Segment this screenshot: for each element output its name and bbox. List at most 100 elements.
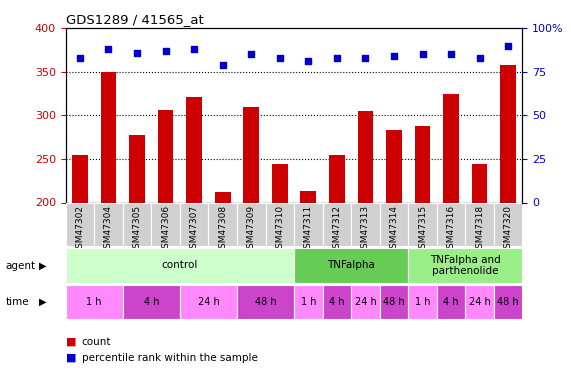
Bar [408, 248, 522, 283]
Text: 1 h: 1 h [86, 297, 102, 307]
Bar [215, 192, 231, 202]
Text: GSM47310: GSM47310 [275, 205, 284, 254]
Bar [300, 191, 316, 202]
Text: GSM47306: GSM47306 [161, 205, 170, 254]
Bar [323, 285, 351, 319]
Bar [437, 202, 465, 246]
Bar [66, 285, 123, 319]
Point [247, 51, 256, 57]
Text: percentile rank within the sample: percentile rank within the sample [82, 353, 258, 363]
Bar [415, 126, 431, 202]
Text: GSM47314: GSM47314 [389, 205, 399, 254]
Text: GSM47312: GSM47312 [332, 205, 341, 254]
Point [361, 55, 370, 61]
Text: GSM47318: GSM47318 [475, 205, 484, 254]
Bar [465, 285, 494, 319]
Bar [237, 285, 294, 319]
Bar [180, 202, 208, 246]
Point [75, 55, 85, 61]
Text: 48 h: 48 h [497, 297, 519, 307]
Bar [494, 202, 522, 246]
Bar [380, 285, 408, 319]
Text: TNFalpha: TNFalpha [327, 260, 375, 270]
Text: GSM47302: GSM47302 [75, 205, 85, 254]
Bar [323, 202, 351, 246]
Text: 1 h: 1 h [300, 297, 316, 307]
Text: GSM47305: GSM47305 [132, 205, 142, 254]
Text: control: control [162, 260, 198, 270]
Text: GSM47313: GSM47313 [361, 205, 370, 254]
Bar [357, 111, 373, 202]
Text: 4 h: 4 h [329, 297, 345, 307]
Text: GSM47308: GSM47308 [218, 205, 227, 254]
Text: 48 h: 48 h [383, 297, 405, 307]
Bar [180, 285, 237, 319]
Point [418, 51, 427, 57]
Bar [472, 164, 488, 202]
Text: ▶: ▶ [39, 261, 47, 271]
Bar [158, 110, 174, 202]
Point [161, 48, 170, 54]
Point [275, 55, 284, 61]
Bar [494, 285, 522, 319]
Bar [66, 248, 294, 283]
Bar [100, 72, 116, 202]
Bar [408, 202, 437, 246]
Point [132, 50, 142, 55]
Text: agent: agent [6, 261, 36, 271]
Bar [294, 285, 323, 319]
Bar [443, 93, 459, 202]
Bar [237, 202, 266, 246]
Text: GSM47315: GSM47315 [418, 205, 427, 254]
Text: count: count [82, 337, 111, 347]
Point [190, 46, 199, 52]
Bar [437, 285, 465, 319]
Bar [351, 285, 380, 319]
Bar [386, 130, 402, 203]
Text: time: time [6, 297, 29, 307]
Point [104, 46, 113, 52]
Bar [294, 202, 323, 246]
Bar [208, 202, 237, 246]
Text: 24 h: 24 h [469, 297, 490, 307]
Bar [500, 65, 516, 203]
Text: 1 h: 1 h [415, 297, 431, 307]
Bar [329, 154, 345, 203]
Bar [72, 154, 88, 203]
Text: ■: ■ [66, 337, 76, 347]
Bar [151, 202, 180, 246]
Bar [272, 164, 288, 202]
Text: 24 h: 24 h [198, 297, 219, 307]
Point [332, 55, 341, 61]
Bar [408, 285, 437, 319]
Text: GSM47307: GSM47307 [190, 205, 199, 254]
Bar [123, 285, 180, 319]
Point [304, 58, 313, 64]
Text: GSM47304: GSM47304 [104, 205, 113, 254]
Bar [351, 202, 380, 246]
Text: 48 h: 48 h [255, 297, 276, 307]
Text: GSM47309: GSM47309 [247, 205, 256, 254]
Text: 24 h: 24 h [355, 297, 376, 307]
Bar [266, 202, 294, 246]
Text: TNFalpha and
parthenolide: TNFalpha and parthenolide [430, 255, 501, 276]
Bar [94, 202, 123, 246]
Text: GSM47320: GSM47320 [504, 205, 513, 254]
Bar [129, 135, 145, 202]
Point [447, 51, 456, 57]
Point [475, 55, 484, 61]
Bar [243, 106, 259, 202]
Bar [186, 97, 202, 202]
Bar [294, 248, 408, 283]
Bar [465, 202, 494, 246]
Text: GDS1289 / 41565_at: GDS1289 / 41565_at [66, 13, 203, 26]
Point [504, 43, 513, 49]
Text: ▶: ▶ [39, 297, 47, 307]
Text: 4 h: 4 h [143, 297, 159, 307]
Point [218, 62, 227, 68]
Bar [380, 202, 408, 246]
Bar [66, 202, 94, 246]
Bar [123, 202, 151, 246]
Text: GSM47316: GSM47316 [447, 205, 456, 254]
Point [389, 53, 399, 59]
